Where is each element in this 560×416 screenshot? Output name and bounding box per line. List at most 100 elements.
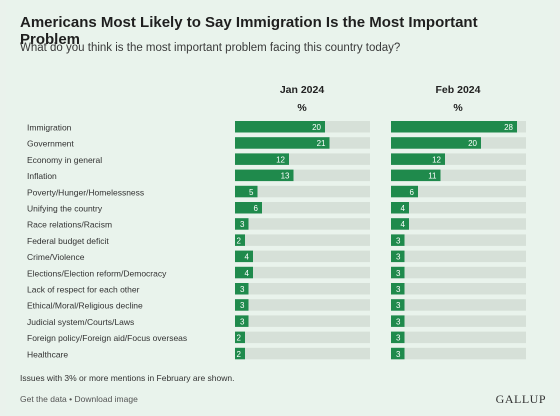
category-label: Judicial system/Courts/Laws bbox=[27, 317, 134, 327]
data-label: 3 bbox=[396, 350, 401, 359]
bar-jan bbox=[235, 299, 249, 311]
bar-track bbox=[235, 185, 370, 198]
bar-track bbox=[391, 331, 526, 344]
data-label: 2 bbox=[237, 334, 242, 343]
data-label: 3 bbox=[396, 269, 401, 278]
bar-track bbox=[391, 218, 526, 230]
data-label: 3 bbox=[396, 317, 401, 326]
bar-jan bbox=[235, 315, 249, 327]
series-header-jan: Jan 2024 bbox=[279, 84, 325, 96]
bar-track bbox=[391, 169, 526, 182]
data-label: 4 bbox=[401, 220, 406, 229]
bar-jan bbox=[235, 347, 245, 360]
data-label: 12 bbox=[276, 155, 285, 164]
data-label: 3 bbox=[396, 236, 401, 245]
category-label: Elections/Election reform/Democracy bbox=[27, 268, 167, 278]
data-label: 3 bbox=[396, 285, 401, 294]
unit-label-jan: % bbox=[297, 102, 307, 114]
category-label: Race relations/Racism bbox=[27, 220, 112, 230]
bar-track bbox=[235, 299, 370, 311]
bar-jan bbox=[235, 234, 245, 246]
bar-jan bbox=[235, 153, 289, 165]
data-label: 3 bbox=[396, 334, 401, 343]
category-label: Inflation bbox=[27, 171, 57, 181]
data-label: 4 bbox=[245, 269, 250, 278]
data-label: 13 bbox=[281, 172, 290, 181]
bar-track bbox=[235, 153, 370, 165]
category-label: Immigration bbox=[27, 123, 72, 133]
data-label: 3 bbox=[396, 301, 401, 310]
bar-track bbox=[235, 218, 370, 230]
data-label: 28 bbox=[504, 123, 513, 132]
link-separator: • bbox=[66, 394, 75, 404]
bar-track bbox=[391, 315, 526, 327]
data-label: 2 bbox=[237, 236, 242, 245]
data-label: 21 bbox=[317, 139, 326, 148]
bar-track bbox=[235, 234, 370, 246]
bar-track bbox=[235, 315, 370, 327]
bar-track bbox=[235, 169, 370, 182]
gallup-logo: GALLUP bbox=[495, 392, 546, 406]
chart-title: Americans Most Likely to Say Immigration… bbox=[20, 14, 478, 48]
category-label: Unifying the country bbox=[27, 204, 103, 214]
bar-jan bbox=[235, 250, 253, 263]
data-label: 4 bbox=[245, 253, 250, 262]
bar-jan bbox=[235, 121, 325, 133]
bar-track bbox=[235, 347, 370, 360]
download-image-link[interactable]: Download image bbox=[74, 394, 138, 404]
bar-track bbox=[391, 299, 526, 311]
category-label: Lack of respect for each other bbox=[27, 285, 140, 295]
data-label: 6 bbox=[254, 204, 259, 213]
bar-jan bbox=[235, 266, 253, 279]
bar-track bbox=[391, 250, 526, 263]
bar-feb bbox=[391, 169, 441, 182]
bar-track bbox=[391, 153, 526, 165]
unit-label-feb: % bbox=[453, 102, 463, 114]
bar-track bbox=[391, 185, 526, 198]
category-label: Economy in general bbox=[27, 155, 102, 165]
bar-jan bbox=[235, 218, 249, 230]
bar-feb bbox=[391, 202, 409, 214]
bar-track bbox=[391, 202, 526, 214]
chart-subtitle: What do you think is the most important … bbox=[20, 42, 401, 54]
bar-track bbox=[235, 331, 370, 344]
category-label: Government bbox=[27, 139, 74, 149]
category-label: Poverty/Hunger/Homelessness bbox=[27, 187, 144, 197]
bar-jan bbox=[235, 169, 294, 182]
bar-track bbox=[235, 266, 370, 279]
category-label: Federal budget deficit bbox=[27, 236, 109, 246]
category-label: Foreign policy/Foreign aid/Focus oversea… bbox=[27, 333, 187, 343]
bar-feb bbox=[391, 283, 405, 295]
bar-feb bbox=[391, 137, 481, 149]
bar-jan bbox=[235, 283, 249, 295]
bar-track bbox=[235, 202, 370, 214]
bar-feb bbox=[391, 331, 405, 344]
bar-jan bbox=[235, 331, 245, 344]
bar-track bbox=[391, 347, 526, 360]
bar-feb bbox=[391, 234, 405, 246]
data-label: 6 bbox=[410, 188, 415, 197]
data-label: 20 bbox=[312, 123, 321, 132]
data-label: 3 bbox=[240, 317, 245, 326]
bar-jan bbox=[235, 137, 330, 149]
data-label: 3 bbox=[240, 285, 245, 294]
bar-feb bbox=[391, 266, 405, 279]
data-label: 5 bbox=[249, 188, 254, 197]
get-data-link[interactable]: Get the data bbox=[20, 394, 67, 404]
category-label: Ethical/Moral/Religious decline bbox=[27, 301, 143, 311]
bar-feb bbox=[391, 299, 405, 311]
data-label: 4 bbox=[401, 204, 406, 213]
category-label: Crime/Violence bbox=[27, 252, 85, 262]
bar-feb bbox=[391, 121, 517, 133]
bar-feb bbox=[391, 250, 405, 263]
footnote: Issues with 3% or more mentions in Febru… bbox=[20, 373, 235, 383]
bar-feb bbox=[391, 185, 418, 198]
bar-track bbox=[391, 283, 526, 295]
bar-track bbox=[391, 234, 526, 246]
category-label: Healthcare bbox=[27, 349, 68, 359]
bar-jan bbox=[235, 185, 258, 198]
data-label: 3 bbox=[240, 220, 245, 229]
data-label: 3 bbox=[396, 253, 401, 262]
bar-track bbox=[235, 283, 370, 295]
